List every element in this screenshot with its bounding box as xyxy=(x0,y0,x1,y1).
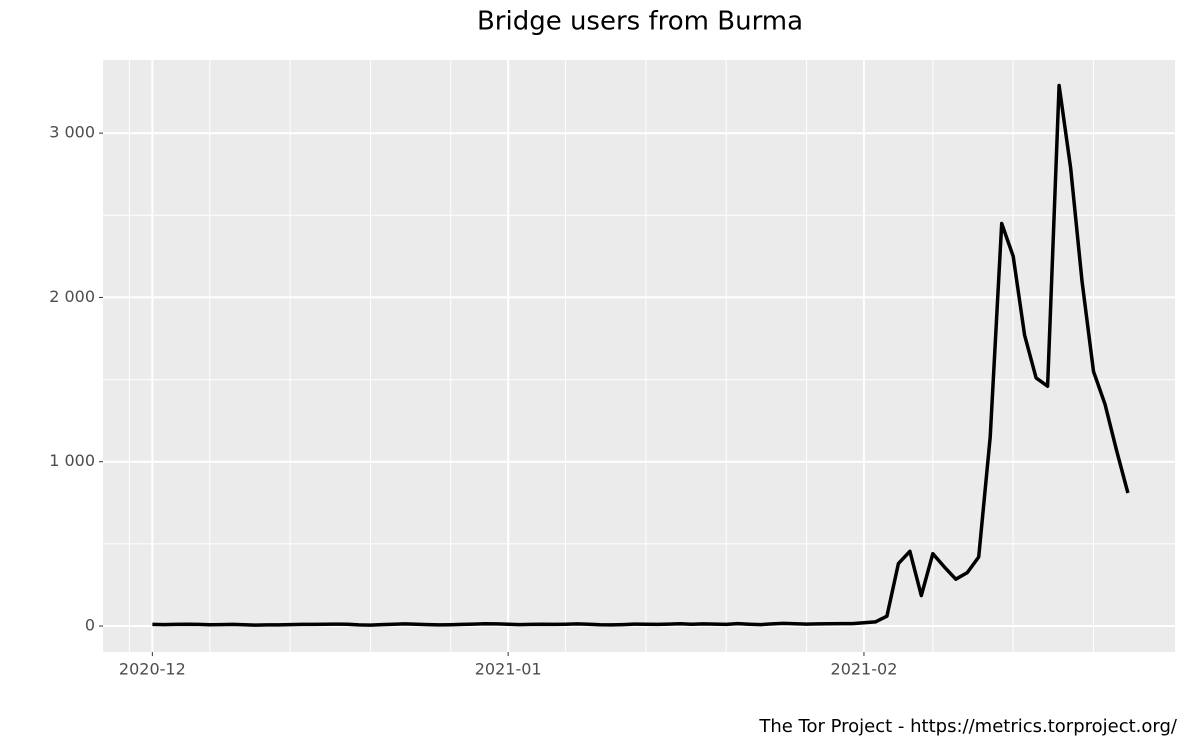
data-line xyxy=(152,83,1130,627)
x-tick-label: 2021-01 xyxy=(475,660,542,679)
x-tick-label: 2021-02 xyxy=(831,660,898,679)
y-tick-label: 0 xyxy=(85,616,95,635)
x-tick-label: 2020-12 xyxy=(119,660,186,679)
y-tick-label: 1 000 xyxy=(49,451,95,470)
chart-title: Bridge users from Burma xyxy=(477,7,803,37)
caption: The Tor Project - https://metrics.torpro… xyxy=(758,716,1178,737)
y-tick-label: 2 000 xyxy=(49,287,95,306)
y-tick-label: 3 000 xyxy=(49,123,95,142)
panel xyxy=(103,60,1175,652)
